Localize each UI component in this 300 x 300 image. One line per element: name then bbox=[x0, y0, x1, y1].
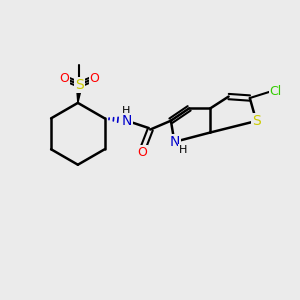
Polygon shape bbox=[76, 84, 82, 103]
Text: O: O bbox=[59, 72, 69, 85]
Text: N: N bbox=[169, 135, 180, 149]
Text: O: O bbox=[137, 146, 147, 159]
Text: O: O bbox=[90, 72, 100, 85]
Text: S: S bbox=[252, 114, 261, 128]
Text: Cl: Cl bbox=[270, 85, 282, 98]
Text: S: S bbox=[75, 78, 84, 92]
Text: N: N bbox=[122, 114, 132, 128]
Text: H: H bbox=[122, 106, 130, 116]
Text: H: H bbox=[178, 145, 187, 155]
